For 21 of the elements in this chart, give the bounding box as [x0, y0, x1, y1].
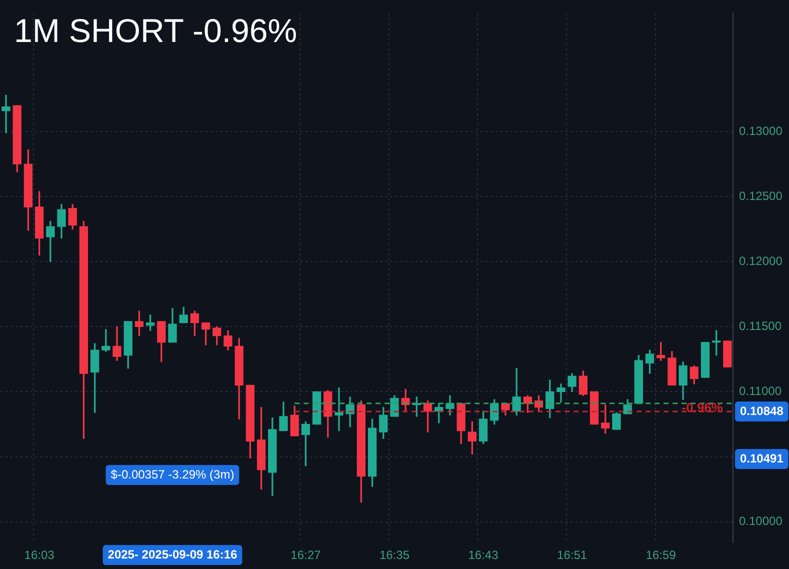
- annotation: -0.96%: [682, 400, 724, 416]
- annotation: $-0.00357 -3.29% (3m): [110, 467, 234, 482]
- x-tick-label: 16:43: [468, 548, 499, 562]
- candlestick: [334, 387, 344, 432]
- y-tick-label: 0.12500: [739, 188, 783, 203]
- y-tick-label: 0.11500: [739, 318, 782, 333]
- y-tick-label: 0.10000: [739, 514, 783, 528]
- ref-line-label: 0.10848: [740, 404, 784, 418]
- candlestick: [2, 94, 10, 134]
- y-tick-label: 0.12000: [739, 254, 783, 268]
- chart-title: 1M SHORT -0.96%: [14, 12, 298, 50]
- candlestick: [556, 384, 566, 402]
- x-tick-label: 16:03: [24, 548, 55, 562]
- x-tick-label: 16:51: [557, 548, 588, 562]
- text: 0.10491: [740, 451, 784, 466]
- x-tick-label: 16:59: [646, 548, 676, 562]
- x-tick-label: 16:35: [379, 548, 410, 562]
- text: 2025- 2025-09-09 16:16: [108, 547, 238, 562]
- y-tick-label: 0.13000: [739, 124, 783, 138]
- x-tick-label: 16:27: [290, 548, 322, 562]
- y-tick-label: 0.11000: [739, 384, 782, 398]
